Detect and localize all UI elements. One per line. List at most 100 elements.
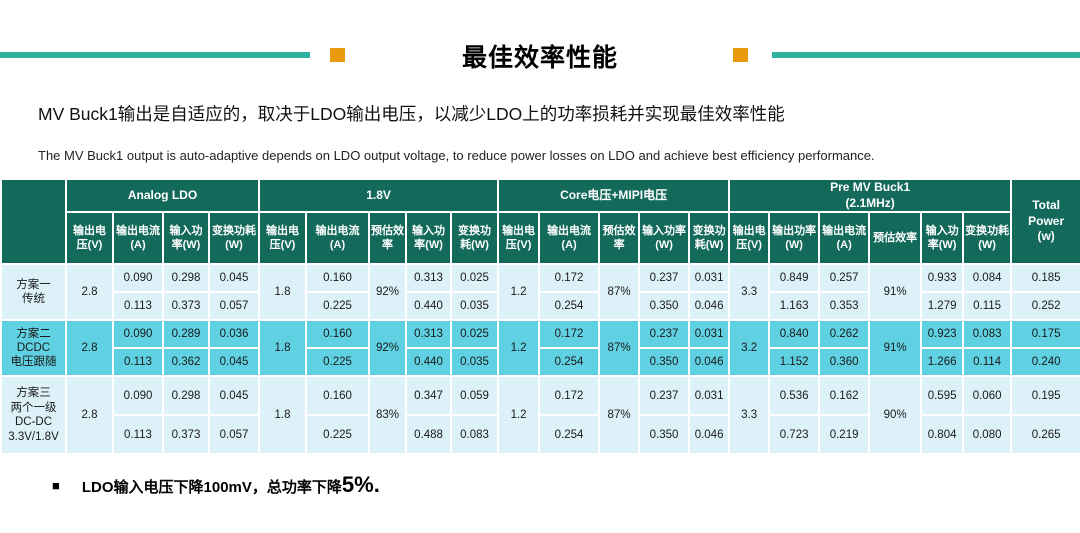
table-cell: 0.113 xyxy=(112,291,164,322)
table-cell: 0.350 xyxy=(638,291,691,322)
footnote-text: LDO输入电压下降100mV，总功率下降5%. xyxy=(82,472,380,498)
table-cell: 0.160 xyxy=(305,319,371,350)
table-cell: 0.172 xyxy=(538,319,601,350)
table-cell: 0.362 xyxy=(162,347,210,378)
table-cell: 0.059 xyxy=(450,375,500,417)
subheader-1v8-ploss: 变换功耗(W) xyxy=(450,211,500,266)
table-cell: 0.185 xyxy=(1010,263,1080,294)
table-cell: 0.036 xyxy=(207,319,261,350)
accent-square-left-icon xyxy=(330,48,345,62)
corner-cell xyxy=(0,177,67,266)
table-cell: 1.163 xyxy=(768,291,821,322)
table-cell: 0.225 xyxy=(305,347,371,378)
table-cell: 0.057 xyxy=(207,414,261,456)
subheader-pre-pin: 输入功率(W) xyxy=(920,211,965,266)
subheader-core-pin: 输入功率(W) xyxy=(638,211,691,266)
table-cell: 1.2 xyxy=(497,319,541,378)
table-cell: 0.257 xyxy=(818,263,871,294)
page-title: 最佳效率性能 xyxy=(461,44,618,72)
table-cell: 0.488 xyxy=(405,414,453,456)
table-cell: 0.113 xyxy=(112,347,164,378)
table-cell: 0.237 xyxy=(638,263,691,294)
col-group-1v8: 1.8V xyxy=(258,177,500,214)
table-cell-red: 0.240 xyxy=(1010,347,1080,378)
table-cell: 0.350 xyxy=(638,414,691,456)
accent-line-left xyxy=(0,52,310,58)
row-label-plan1: 方案一 传统 xyxy=(0,263,67,322)
table-cell: 0.254 xyxy=(538,414,601,456)
table-cell: 0.347 xyxy=(405,375,453,417)
table-cell: 0.350 xyxy=(638,347,691,378)
table-cell: 0.254 xyxy=(538,347,601,378)
table-cell: 0.031 xyxy=(688,375,731,417)
table-cell: 0.840 xyxy=(768,319,821,350)
table-cell: 1.266 xyxy=(920,347,965,378)
table-cell: 0.353 xyxy=(818,291,871,322)
table-cell: 0.090 xyxy=(112,375,164,417)
subheader-ldo-vout: 输出电压(V) xyxy=(65,211,114,266)
row-label-plan3: 方案三 两个一级 DC-DC 3.3V/1.8V xyxy=(0,375,67,456)
table-cell: 0.289 xyxy=(162,319,210,350)
subheader-pre-eff: 预估效率 xyxy=(868,211,923,266)
table-cell: 0.090 xyxy=(112,263,164,294)
table-cell-red: 3.3 xyxy=(728,375,771,456)
table-cell: 1.8 xyxy=(258,375,308,456)
footnote-text-highlight: 5%. xyxy=(341,472,380,497)
table-cell: 0.254 xyxy=(538,291,601,322)
table-cell: 0.046 xyxy=(688,414,731,456)
table-cell: 0.373 xyxy=(162,414,210,456)
subheader-ldo-ploss: 变换功耗(W) xyxy=(207,211,261,266)
table-cell: 92% xyxy=(368,319,408,378)
table-cell: 1.2 xyxy=(497,375,541,456)
table-cell: 0.160 xyxy=(305,375,371,417)
subheader-core-ploss: 变换功耗(W) xyxy=(688,211,731,266)
table-cell: 92% xyxy=(368,263,408,322)
col-group-analog-ldo: Analog LDO xyxy=(64,177,261,214)
table-cell: 1.8 xyxy=(258,263,308,322)
table-cell: 0.313 xyxy=(405,319,453,350)
table-cell: 0.084 xyxy=(962,263,1013,294)
table-cell: 0.045 xyxy=(207,347,261,378)
subheader-1v8-iout: 输出电流(A) xyxy=(305,211,371,266)
table-cell: 0.933 xyxy=(920,263,965,294)
table-cell: 0.360 xyxy=(818,347,871,378)
subheader-1v8-pin: 输入功率(W) xyxy=(405,211,453,266)
table-cell: 0.083 xyxy=(962,319,1013,350)
table-cell: 2.8 xyxy=(65,263,114,322)
table-cell: 0.849 xyxy=(768,263,821,294)
table-cell: 0.035 xyxy=(450,347,500,378)
table-cell: 0.237 xyxy=(638,375,691,417)
subheader-core-vout: 输出电压(V) xyxy=(497,211,541,266)
table-cell: 0.262 xyxy=(818,319,871,350)
table-cell: 2.8 xyxy=(65,319,114,378)
subheader-pre-ploss: 变换功耗(W) xyxy=(962,211,1013,266)
table-cell: 87% xyxy=(598,263,641,322)
table-cell: 0.440 xyxy=(405,291,453,322)
row-label-plan2: 方案二 DCDC 电压跟随 xyxy=(0,319,67,378)
table-cell: 0.923 xyxy=(920,319,965,350)
table-cell: 0.804 xyxy=(920,414,965,456)
table-cell: 0.219 xyxy=(818,414,871,456)
subheader-core-iout: 输出电流(A) xyxy=(538,211,601,266)
table-cell: 1.8 xyxy=(258,319,308,378)
table-cell: 1.279 xyxy=(920,291,965,322)
table-cell: 0.080 xyxy=(962,414,1013,456)
table-cell: 0.225 xyxy=(305,414,371,456)
table-cell: 0.373 xyxy=(162,291,210,322)
table-cell: 0.225 xyxy=(305,291,371,322)
subtitle-chinese: MV Buck1输出是自适应的，取决于LDO输出电压，以减少LDO上的功率损耗并… xyxy=(38,104,785,124)
footnote: ■ LDO输入电压下降100mV，总功率下降5%. xyxy=(52,472,380,498)
table-cell: 87% xyxy=(598,375,641,456)
subheader-pre-pout: 输出功率(W) xyxy=(768,211,821,266)
subheader-core-eff: 预估效率 xyxy=(598,211,641,266)
table-cell: 87% xyxy=(598,319,641,378)
subheader-pre-iout: 输出电流(A) xyxy=(818,211,871,266)
table-cell: 0.172 xyxy=(538,375,601,417)
table-cell: 0.025 xyxy=(450,319,500,350)
table-cell: 0.035 xyxy=(450,291,500,322)
table-cell: 0.162 xyxy=(818,375,871,417)
table-cell: 0.160 xyxy=(305,263,371,294)
table-cell: 0.025 xyxy=(450,263,500,294)
table-cell: 0.046 xyxy=(688,291,731,322)
